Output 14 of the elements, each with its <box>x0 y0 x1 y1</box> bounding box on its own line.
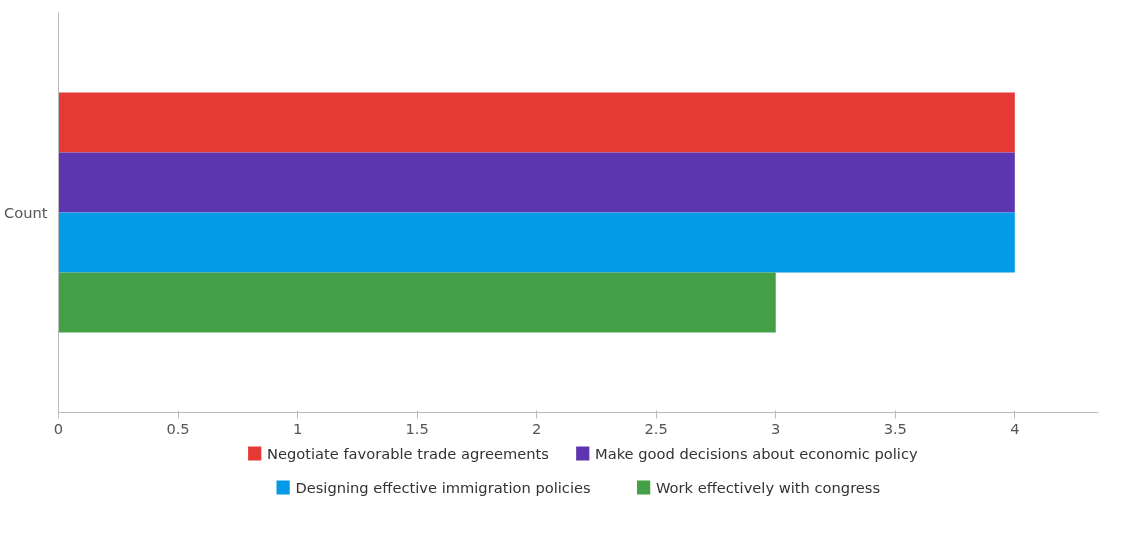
legend-label: Designing effective immigration policies <box>295 479 591 496</box>
x-tick-label: 3.5 <box>883 419 907 437</box>
x-tick-label: 4 <box>1010 419 1020 437</box>
legend-label: Work effectively with congress <box>655 479 881 496</box>
x-tick-label: 1.5 <box>405 419 429 437</box>
legend-label: Negotiate favorable trade agreements <box>266 445 550 462</box>
x-tick-label: 3 <box>771 419 781 437</box>
x-tick-label: 1 <box>292 419 303 437</box>
x-tick-label: 2.5 <box>644 419 668 437</box>
x-tick-label: 0.5 <box>166 419 190 437</box>
legend-label: Make good decisions about economic policy <box>595 445 918 462</box>
x-tick-label: 0 <box>53 419 64 437</box>
x-tick-label: 2 <box>532 419 542 437</box>
y-tick-label: Count <box>3 204 48 221</box>
